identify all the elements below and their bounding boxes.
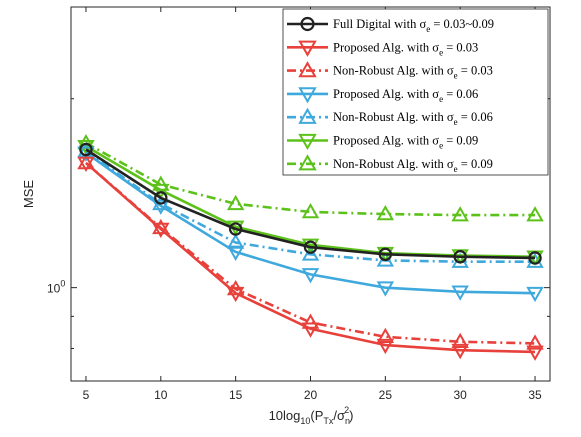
series-6 — [77, 133, 544, 222]
data-point-1-0 — [77, 156, 95, 172]
data-point-6-4 — [376, 205, 395, 221]
legend-entry-6: Non-Robust Alg. with σe = 0.09 — [287, 154, 493, 174]
x-tick-label: 35 — [528, 388, 542, 402]
plot-marks — [77, 133, 544, 361]
data-point-0-3 — [303, 240, 318, 254]
data-point-0-5 — [453, 250, 467, 264]
series-1 — [77, 156, 544, 361]
x-tick-label: 5 — [83, 388, 90, 402]
data-point-0-6 — [528, 251, 542, 265]
legend-entry-4: Non-Robust Alg. with σe = 0.06 — [287, 107, 493, 127]
legend-marker — [300, 16, 315, 32]
data-point-2-5 — [451, 332, 469, 348]
data-point-0-1 — [154, 191, 168, 205]
y-axis-label: MSE — [21, 180, 36, 209]
axis-ticks: 5 10 15 20 25 30 35 100 — [47, 7, 550, 402]
data-point-0-2 — [228, 222, 243, 236]
data-point-6-6 — [526, 206, 544, 222]
series-line-0 — [85, 148, 536, 260]
legend-marker — [298, 61, 317, 78]
x-tick-label: 10 — [154, 388, 168, 402]
legend-marker — [298, 154, 317, 171]
data-point-3-1 — [152, 199, 170, 215]
x-tick-label: 30 — [454, 388, 468, 402]
data-point-4-6 — [526, 252, 544, 268]
series-line-6 — [85, 141, 536, 217]
x-tick-label: 15 — [229, 388, 243, 402]
series-0 — [79, 142, 542, 265]
y-tick-label: 100 — [47, 279, 65, 296]
data-point-4-3 — [301, 245, 320, 261]
data-point-1-5 — [451, 343, 469, 360]
legend-label: Full Digital with σe = 0.03~0.09 — [333, 17, 494, 34]
data-point-3-3 — [301, 268, 320, 284]
legend-entry-3: Proposed Alg. with σe = 0.06 — [287, 87, 478, 104]
legend-entry-2: Non-Robust Alg. with σe = 0.03 — [287, 61, 493, 81]
data-point-1-6 — [526, 345, 544, 361]
data-point-5-1 — [152, 183, 170, 200]
data-point-3-6 — [526, 286, 544, 303]
legend-box — [282, 8, 549, 176]
legend-marker — [298, 40, 317, 57]
data-point-4-2 — [226, 233, 245, 249]
x-axis-label: 10log10(PTx/σn2) — [269, 405, 354, 426]
legend-label: Proposed Alg. with σe = 0.03 — [333, 40, 478, 57]
series-line-1 — [85, 161, 536, 354]
legend-label: Non-Robust Alg. with σe = 0.03 — [333, 64, 493, 81]
data-point-0-4 — [378, 247, 393, 262]
data-point-3-5 — [451, 285, 469, 301]
x-tick-label: 25 — [379, 388, 393, 402]
data-point-2-4 — [376, 327, 395, 344]
data-point-1-2 — [226, 286, 245, 303]
data-point-0-0 — [79, 142, 93, 157]
legend-marker — [298, 87, 317, 104]
legend-label: Non-Robust Alg. with σe = 0.06 — [333, 110, 493, 127]
legend-marker — [298, 133, 317, 151]
data-point-6-2 — [226, 194, 245, 211]
legend-marker — [298, 107, 317, 124]
data-point-3-2 — [226, 245, 245, 261]
legend-entry-5: Proposed Alg. with σe = 0.09 — [287, 134, 478, 151]
legend-label: Proposed Alg. with σe = 0.06 — [333, 87, 478, 104]
legend-entry-1: Proposed Alg. with σe = 0.03 — [287, 40, 478, 57]
data-point-3-4 — [376, 281, 395, 297]
data-point-1-1 — [152, 222, 170, 239]
legend: Full Digital with σe = 0.03~0.09 Proposed… — [282, 8, 549, 176]
x-tick-label: 20 — [304, 388, 318, 402]
legend-label: Proposed Alg. with σe = 0.09 — [333, 134, 478, 151]
data-point-1-3 — [301, 322, 320, 338]
series-line-3 — [85, 151, 536, 295]
data-point-1-4 — [376, 338, 395, 355]
data-point-6-5 — [451, 206, 469, 222]
data-point-2-6 — [526, 334, 544, 350]
data-point-6-3 — [301, 202, 320, 219]
legend-label: Non-Robust Alg. with σe = 0.09 — [333, 157, 493, 174]
legend-entry-0: Full Digital with σe = 0.03~0.09 — [287, 16, 494, 34]
